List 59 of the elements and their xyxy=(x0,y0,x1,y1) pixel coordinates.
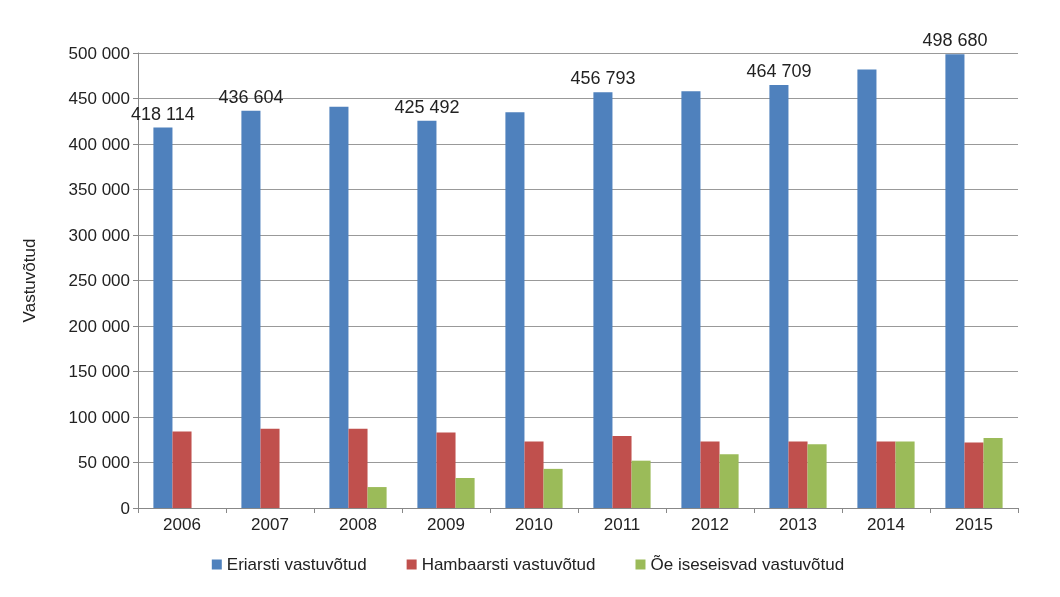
bar xyxy=(769,85,789,508)
bar xyxy=(983,437,1003,508)
x-tick-label: 2013 xyxy=(779,515,817,534)
x-tick-label: 2014 xyxy=(867,515,905,534)
data-label: 418 114 xyxy=(131,103,195,124)
y-tick-label: 100 000 xyxy=(68,407,130,427)
x-tick-label: 2008 xyxy=(339,515,377,534)
bar xyxy=(895,441,915,508)
x-tick-label: 2011 xyxy=(603,515,641,534)
x-tick-label: 2010 xyxy=(515,515,553,534)
bar xyxy=(436,432,456,508)
x-tick-label: 2007 xyxy=(251,515,289,534)
bar xyxy=(524,441,544,508)
legend-label: Hambaarsti vastuvõtud xyxy=(421,555,596,574)
bar xyxy=(172,431,192,508)
y-axis-title: Vastuvõtud xyxy=(20,238,39,323)
legend-label: Õe iseseisvad vastuvõtud xyxy=(650,555,845,574)
y-tick-label: 250 000 xyxy=(68,271,130,290)
x-tick-label: 2006 xyxy=(163,515,201,534)
bar xyxy=(876,441,896,508)
x-tick-label: 2012 xyxy=(691,515,729,534)
bar xyxy=(241,110,261,508)
data-label: 498 680 xyxy=(922,30,988,51)
legend-label: Eriarsti vastuvõtud xyxy=(226,555,367,574)
data-label: 456 793 xyxy=(570,68,636,89)
bar xyxy=(417,120,437,508)
bar xyxy=(681,91,701,508)
data-label: 425 492 xyxy=(394,96,460,117)
bar xyxy=(857,69,877,508)
bar xyxy=(260,428,280,508)
data-label: 464 709 xyxy=(746,61,812,82)
y-tick-label: 200 000 xyxy=(68,316,130,336)
bar xyxy=(367,487,387,508)
bar xyxy=(788,441,808,508)
bar xyxy=(505,112,525,508)
bar xyxy=(964,442,984,508)
bar xyxy=(593,92,613,508)
y-tick-label: 500 000 xyxy=(68,43,130,63)
y-tick-label: 50 000 xyxy=(78,453,130,472)
y-tick-label: 150 000 xyxy=(68,362,130,381)
bar xyxy=(153,127,173,508)
data-label: 436 604 xyxy=(218,86,284,107)
bar xyxy=(329,106,349,508)
bar xyxy=(455,477,475,508)
y-tick-label: 0 xyxy=(120,498,130,518)
y-tick-label: 350 000 xyxy=(68,180,130,199)
bar xyxy=(543,468,563,508)
y-tick-label: 300 000 xyxy=(68,225,130,245)
bar xyxy=(807,444,827,508)
bar xyxy=(700,441,720,508)
x-tick-label: 2015 xyxy=(955,515,993,534)
bar xyxy=(631,460,651,508)
y-tick-label: 400 000 xyxy=(68,134,130,154)
bar xyxy=(612,436,632,508)
bar xyxy=(719,454,739,508)
x-tick-label: 2009 xyxy=(427,515,465,534)
bar xyxy=(348,428,368,508)
bar xyxy=(945,54,965,508)
y-tick-label: 450 000 xyxy=(68,89,130,108)
